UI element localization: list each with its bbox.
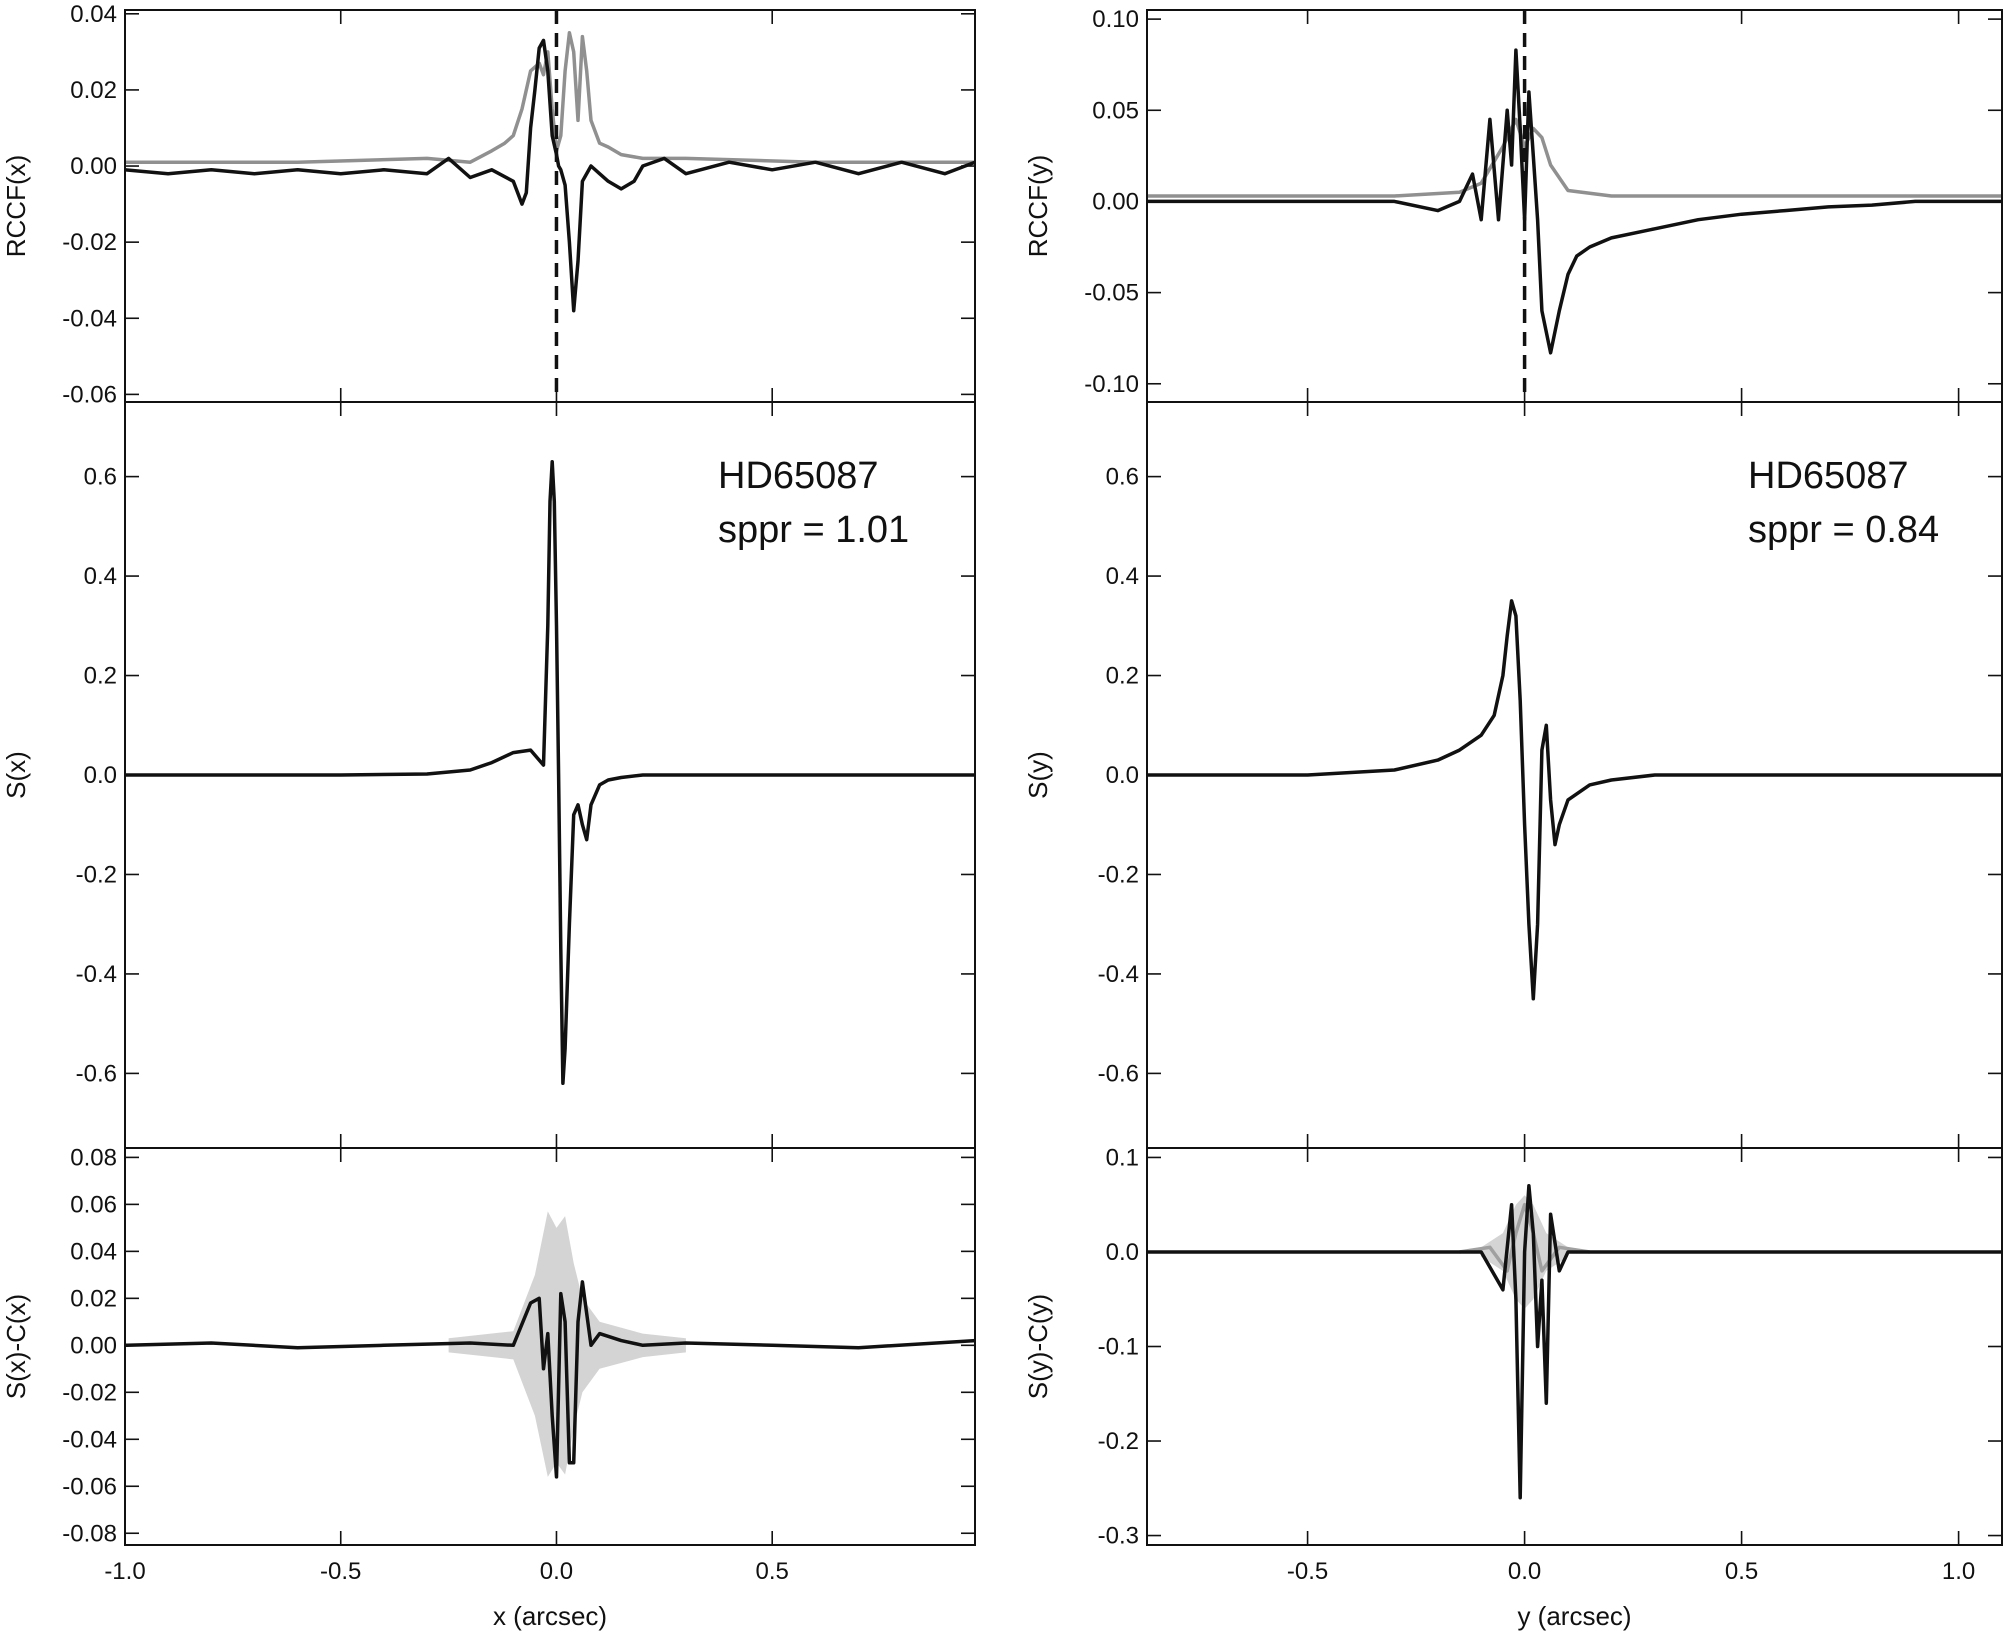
x-axis-label: y (arcsec) — [1517, 1601, 1631, 1631]
y-tick-label: -0.06 — [62, 1473, 117, 1500]
y-tick-label: -0.4 — [1098, 961, 1139, 988]
y-tick-label: -0.10 — [1084, 371, 1139, 398]
y-axis-label: S(y) — [1023, 751, 1053, 799]
y-tick-label: -0.1 — [1098, 1334, 1139, 1361]
y-axis-label: S(x) — [1, 751, 31, 799]
y-tick-label: -0.02 — [62, 1379, 117, 1406]
y-tick-label: 0.4 — [84, 563, 117, 590]
series-line-black — [124, 1280, 976, 1479]
y-tick-label: 0.00 — [1092, 188, 1139, 215]
y-tick-label: 0.00 — [70, 1332, 117, 1359]
y-tick-label: 0.05 — [1092, 97, 1139, 124]
x-tick-label: -0.5 — [1287, 1558, 1328, 1585]
series-line-black — [1147, 48, 2002, 355]
y-tick-label: 0.6 — [84, 464, 117, 491]
series-line-black — [1147, 1184, 2002, 1500]
y-tick-label: -0.3 — [1098, 1523, 1139, 1550]
y-tick-label: 0.0 — [1106, 1239, 1139, 1266]
y-tick-label: 0.04 — [70, 1238, 117, 1265]
y-axis-label: RCCF(x) — [1, 155, 31, 258]
panel-left-middle: 0.6 0.4 0.2 0.0 -0.2 -0.4 -0.6 S(x) HD65087 sppr … — [1, 401, 976, 1149]
y-tick-label: -0.2 — [1098, 1428, 1139, 1455]
y-tick-label: 0.4 — [1106, 563, 1139, 590]
y-tick-label: 0.02 — [70, 1285, 117, 1312]
y-tick-label: -0.2 — [76, 861, 117, 888]
x-tick-label: 0.0 — [1508, 1558, 1541, 1585]
plot-frame — [124, 1147, 976, 1546]
x-tick-label: 0.5 — [756, 1558, 789, 1585]
y-tick-label: 0.0 — [84, 762, 117, 789]
series-line-grey — [1147, 117, 2002, 198]
panel-right-middle: 0.6 0.4 0.2 0.0 -0.2 -0.4 -0.6 S(y) HD65087 sppr … — [1023, 401, 2003, 1149]
x-tick-label: -0.5 — [320, 1558, 361, 1585]
series-line-black — [124, 38, 976, 313]
y-tick-label: -0.04 — [62, 1426, 117, 1453]
y-axis-label: S(x)-C(x) — [1, 1294, 31, 1399]
y-tick-label: 0.1 — [1106, 1144, 1139, 1171]
x-axis-label: x (arcsec) — [493, 1601, 607, 1631]
series-line-grey — [1459, 1202, 1590, 1273]
sppr-annotation: sppr = 1.01 — [718, 509, 909, 551]
series-line-black — [125, 459, 975, 1086]
y-tick-label: 0.02 — [70, 77, 117, 104]
x-tick-label: 0.0 — [540, 1558, 573, 1585]
y-tick-label: -0.6 — [76, 1060, 117, 1087]
star-name-annotation: HD65087 — [1748, 455, 1909, 497]
y-tick-label: 0.2 — [1106, 663, 1139, 690]
y-tick-label: -0.02 — [62, 229, 117, 256]
series-line-grey — [125, 31, 975, 164]
y-tick-label: 0.2 — [84, 663, 117, 690]
y-tick-label: -0.2 — [1098, 861, 1139, 888]
panel-left-top: 0.04 0.02 0.00 -0.02 -0.04 -0.06 RCCF(x) — [1, 1, 976, 408]
y-tick-label: 0.06 — [70, 1191, 117, 1218]
y-tick-label: -0.06 — [62, 381, 117, 408]
y-tick-label: 0.04 — [70, 1, 117, 28]
y-tick-label: 0.10 — [1092, 6, 1139, 33]
y-tick-label: -0.08 — [62, 1520, 117, 1547]
y-tick-label: -0.6 — [1098, 1060, 1139, 1087]
series-line-black — [1147, 599, 2002, 1001]
y-tick-label: 0.0 — [1106, 762, 1139, 789]
x-tick-label: 0.5 — [1725, 1558, 1758, 1585]
panel-right-top: 0.10 0.05 0.00 -0.05 -0.10 RCCF(y) — [1023, 6, 2003, 403]
sppr-annotation: sppr = 0.84 — [1748, 509, 1939, 551]
panel-left-bottom: 0.08 0.06 0.04 0.02 0.00 -0.02 -0.04 -0.06 -0.08… — [1, 1144, 976, 1631]
y-axis-label: S(y)-C(y) — [1023, 1294, 1053, 1399]
y-tick-label: -0.04 — [62, 305, 117, 332]
y-axis-label: RCCF(y) — [1023, 155, 1053, 258]
plot-frame — [1146, 1147, 2003, 1546]
x-tick-label: -1.0 — [104, 1558, 145, 1585]
x-tick-label: 1.0 — [1942, 1558, 1975, 1585]
panel-right-bottom: 0.1 0.0 -0.1 -0.2 -0.3 -0.5 0.0 0.5 1.0 S(y)-C(y)… — [1023, 1144, 2003, 1631]
y-tick-label: -0.4 — [76, 961, 117, 988]
y-tick-label: 0.08 — [70, 1144, 117, 1171]
star-name-annotation: HD65087 — [718, 455, 879, 497]
y-tick-label: 0.00 — [70, 153, 117, 180]
y-tick-label: -0.05 — [1084, 280, 1139, 307]
y-tick-label: 0.6 — [1106, 464, 1139, 491]
